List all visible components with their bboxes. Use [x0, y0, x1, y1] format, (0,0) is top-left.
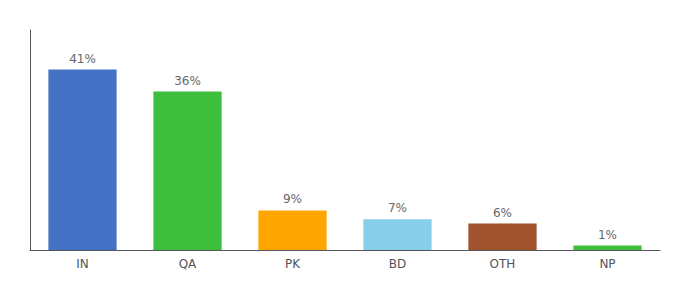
svg-text:PK: PK: [285, 257, 301, 271]
svg-text:9%: 9%: [283, 192, 302, 206]
svg-text:1%: 1%: [598, 228, 617, 242]
svg-text:41%: 41%: [69, 52, 96, 66]
svg-text:36%: 36%: [174, 74, 201, 88]
svg-text:BD: BD: [389, 257, 406, 271]
svg-text:6%: 6%: [493, 206, 512, 220]
svg-text:OTH: OTH: [490, 257, 516, 271]
svg-text:NP: NP: [599, 257, 615, 271]
svg-text:IN: IN: [76, 257, 89, 271]
svg-text:7%: 7%: [388, 201, 407, 215]
svg-text:QA: QA: [179, 257, 197, 271]
